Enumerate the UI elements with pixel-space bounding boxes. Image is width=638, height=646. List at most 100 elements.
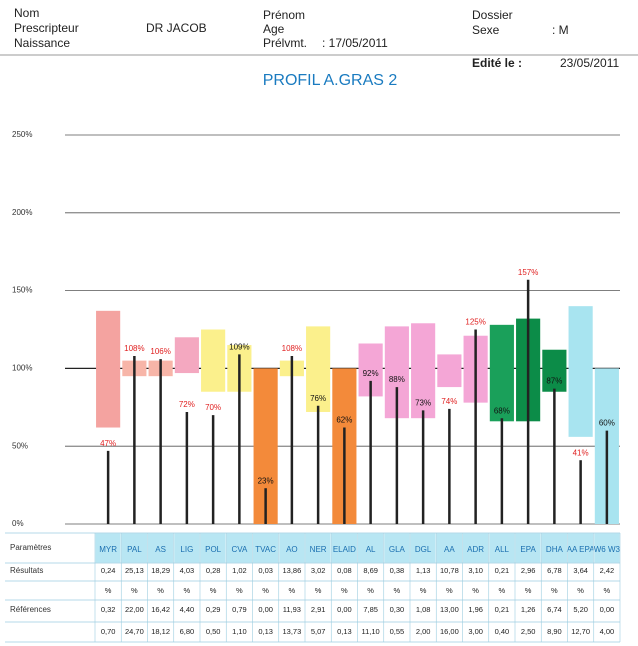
row-label: Résultats (10, 566, 43, 575)
reference-range (201, 329, 226, 392)
value-label: 108% (282, 344, 302, 353)
table-value: 4,40 (180, 605, 195, 614)
value-label: 87% (546, 377, 562, 386)
value-label: 92% (363, 369, 379, 378)
reference-range (96, 310, 121, 428)
parameter-name: LIG (180, 545, 193, 554)
parameter-name: EPA (520, 545, 536, 554)
parameter-name: PAL (127, 545, 142, 554)
table-value: 0,70 (101, 627, 116, 636)
table-value: 3,00 (468, 627, 483, 636)
table-value: 13,86 (282, 566, 301, 575)
reference-range (542, 349, 567, 392)
parameter-name: ADR (467, 545, 484, 554)
row-label: Paramètres (10, 543, 51, 552)
parameter-name: ALL (495, 545, 510, 554)
table-value: % (131, 586, 138, 595)
table-value: % (525, 586, 532, 595)
parameter-name: DGL (415, 545, 432, 554)
value-label: 76% (310, 394, 326, 403)
table-value: 12,70 (571, 627, 590, 636)
table-value: 0,00 (337, 605, 352, 614)
y-tick-label: 200% (12, 208, 32, 217)
table-value: % (157, 586, 164, 595)
label: Edité le : (472, 56, 522, 70)
value-label: 106% (150, 347, 170, 356)
reference-range (174, 337, 199, 374)
table-value: % (210, 586, 217, 595)
y-tick-label: 0% (12, 519, 24, 528)
table-value: 2,00 (416, 627, 431, 636)
value-label: 70% (205, 403, 221, 412)
table-value: 22,00 (125, 605, 144, 614)
table-value: 0,28 (206, 566, 221, 575)
parameter-name: MYR (99, 545, 117, 554)
table-value: 5,07 (311, 627, 326, 636)
table-value: % (446, 586, 453, 595)
value-label: 157% (518, 268, 538, 277)
value-label: 23% (258, 476, 274, 485)
parameter-name: TVAC (255, 545, 276, 554)
table-value: 0,03 (258, 566, 273, 575)
table-value: 2,96 (521, 566, 536, 575)
table-value: 0,00 (258, 605, 273, 614)
label: Prescripteur (14, 21, 79, 35)
parameter-name: ELAID (333, 545, 356, 554)
table-value: % (367, 586, 374, 595)
value-label: 62% (336, 416, 352, 425)
table-value: 0,13 (337, 627, 352, 636)
label: Sexe (472, 23, 500, 37)
table-value: 1,13 (416, 566, 431, 575)
y-tick-label: 50% (12, 441, 28, 450)
table-value: 24,70 (125, 627, 144, 636)
parameter-name: AS (155, 545, 166, 554)
table-value: 1,10 (232, 627, 247, 636)
table-value: 7,85 (363, 605, 378, 614)
value-label: 60% (599, 419, 615, 428)
table-value: % (394, 586, 401, 595)
table-value: 2,91 (311, 605, 326, 614)
value: DR JACOB (146, 21, 207, 35)
table-value: % (499, 586, 506, 595)
parameter-name: NER (310, 545, 327, 554)
table-cell (357, 532, 385, 564)
value-label: 125% (465, 318, 485, 327)
table-value: 4,00 (600, 627, 615, 636)
table-value: 0,38 (390, 566, 405, 575)
table-value: 16,00 (440, 627, 459, 636)
reference-range (489, 324, 514, 422)
parameter-name: AO (286, 545, 298, 554)
reference-range (306, 326, 331, 412)
table-value: 8,90 (547, 627, 562, 636)
y-tick-label: 250% (12, 130, 32, 139)
table-value: 1,26 (521, 605, 536, 614)
label: Naissance (14, 36, 70, 50)
table-value: 8,69 (363, 566, 378, 575)
value-label: 109% (229, 343, 249, 352)
table-value: 3,02 (311, 566, 326, 575)
label: Dossier (472, 8, 513, 22)
table-value: 0,30 (390, 605, 405, 614)
table-value: 1,96 (468, 605, 483, 614)
table-value: 0,21 (495, 566, 510, 575)
table-value: 0,24 (101, 566, 116, 575)
y-tick-label: 100% (12, 364, 32, 373)
table-value: % (604, 586, 611, 595)
value-label: 73% (415, 399, 431, 408)
table-value: % (289, 586, 296, 595)
table-value: 4,03 (180, 566, 195, 575)
parameter-name: AA (444, 545, 455, 554)
table-value: 0,21 (495, 605, 510, 614)
table-value: % (577, 586, 584, 595)
table-value: % (105, 586, 112, 595)
table-value: 13,00 (440, 605, 459, 614)
table-value: 0,50 (206, 627, 221, 636)
table-value: 5,20 (573, 605, 588, 614)
table-value: 0,32 (101, 605, 116, 614)
value-label: 68% (494, 406, 510, 415)
table-value: % (472, 586, 479, 595)
parameter-name: POL (205, 545, 222, 554)
value: : M (552, 23, 569, 37)
